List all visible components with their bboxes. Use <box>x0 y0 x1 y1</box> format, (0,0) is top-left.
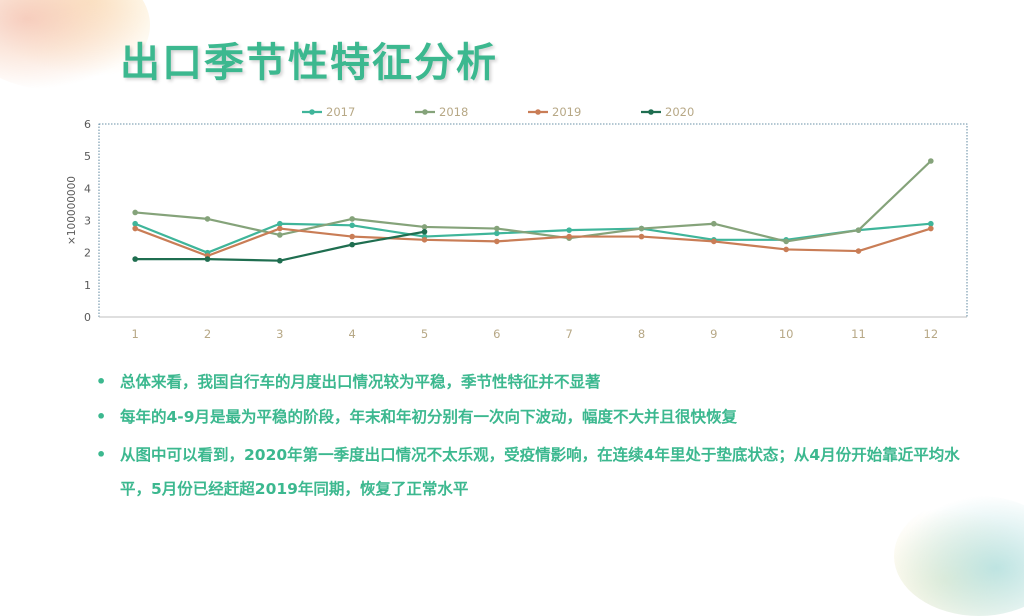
legend-marker-2017 <box>309 109 315 115</box>
data-point-2017 <box>566 227 572 233</box>
data-point-2019 <box>928 225 934 232</box>
bullet-item-3: 从图中可以看到，2020年第一季度出口情况不太乐观，受疫情影响，在连续4年里处于… <box>96 438 976 506</box>
data-point-2017 <box>132 220 138 227</box>
x-tick-label: 10 <box>779 327 794 341</box>
legend-marker-2018 <box>422 109 428 115</box>
summary-bullets: 总体来看，我国自行车的月度出口情况较为平稳，季节性特征并不显著 每年的4-9月是… <box>96 368 976 517</box>
plot-frame <box>98 123 968 318</box>
data-point-2020 <box>204 256 211 262</box>
x-tick-label: 2 <box>204 327 211 341</box>
y-tick-label: 2 <box>84 247 91 260</box>
series-line-2017 <box>134 222 931 254</box>
data-point-2019 <box>711 238 717 245</box>
data-point-2020 <box>349 241 355 248</box>
data-point-2017 <box>349 222 355 229</box>
legend-label-2017: 2017 <box>326 105 355 119</box>
series-line-2018 <box>135 160 932 243</box>
legend-label-2019: 2019 <box>552 105 581 119</box>
y-axis-label: ×100000000 <box>66 176 78 245</box>
data-point-2018 <box>855 227 862 233</box>
data-point-2019 <box>494 238 500 245</box>
x-tick-label: 9 <box>710 327 717 341</box>
data-point-2017 <box>494 230 500 237</box>
legend-label-2020: 2020 <box>665 105 694 119</box>
y-tick-label: 0 <box>84 311 91 324</box>
x-tick-label: 7 <box>566 327 573 341</box>
x-tick-label: 5 <box>421 327 428 341</box>
legend-marker-2019 <box>535 109 541 115</box>
y-tick-label: 1 <box>84 279 91 292</box>
data-point-2019 <box>349 233 355 240</box>
data-point-2018 <box>349 216 355 222</box>
legend-label-2018: 2018 <box>439 105 468 119</box>
data-point-2018 <box>421 224 428 230</box>
y-tick-label: 4 <box>84 182 91 195</box>
data-point-2018 <box>277 232 283 238</box>
y-tick-label: 6 <box>84 118 91 131</box>
data-point-2019 <box>132 225 138 232</box>
data-point-2019 <box>421 237 428 243</box>
data-point-2018 <box>783 238 789 245</box>
legend-marker-2020 <box>648 109 654 115</box>
data-point-2019 <box>638 233 645 240</box>
data-point-2017 <box>928 220 934 227</box>
data-point-2018 <box>711 220 717 227</box>
x-tick-label: 6 <box>493 327 500 341</box>
data-point-2020 <box>421 228 428 235</box>
y-tick-label: 5 <box>84 150 91 163</box>
data-point-2018 <box>928 158 934 164</box>
x-tick-label: 8 <box>638 327 645 341</box>
data-point-2019 <box>783 246 789 253</box>
x-tick-label: 1 <box>132 327 139 341</box>
data-point-2019 <box>855 248 862 254</box>
data-point-2019 <box>566 233 572 240</box>
data-point-2017 <box>277 220 283 227</box>
data-point-2018 <box>132 209 138 216</box>
data-point-2020 <box>132 256 138 262</box>
bullet-item-1: 总体来看，我国自行车的月度出口情况较为平稳，季节性特征并不显著 <box>96 368 976 396</box>
x-tick-label: 11 <box>851 327 866 341</box>
data-point-2018 <box>638 225 645 232</box>
x-tick-label: 4 <box>349 327 356 341</box>
data-point-2020 <box>277 257 283 264</box>
x-tick-label: 12 <box>924 327 939 341</box>
series-line-2019 <box>134 227 932 257</box>
data-point-2018 <box>494 225 500 232</box>
bullet-item-2: 每年的4-9月是最为平稳的阶段，年末和年初分别有一次向下波动，幅度不大并且很快恢… <box>96 403 976 431</box>
data-point-2019 <box>277 225 283 232</box>
page-title: 出口季节性特征分析 <box>120 40 498 86</box>
x-tick-label: 3 <box>276 327 283 341</box>
y-tick-label: 3 <box>84 215 91 228</box>
data-point-2018 <box>204 216 211 222</box>
